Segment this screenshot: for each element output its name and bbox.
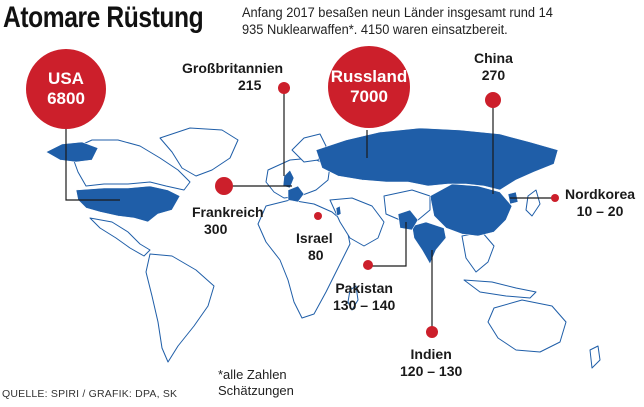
russia-shape xyxy=(315,127,559,191)
indonesia-shape xyxy=(463,279,537,299)
pakistan-value: 130 – 140 xyxy=(333,297,396,313)
frankreich-name: Frankreich xyxy=(192,204,264,220)
usa-shape xyxy=(75,185,181,223)
pakistan-leader-line xyxy=(368,222,407,267)
israel-label: Israel 80 xyxy=(296,230,333,264)
pakistan-name: Pakistan xyxy=(335,280,393,296)
indien-name: Indien xyxy=(410,346,452,362)
pakistan-dot xyxy=(363,260,373,270)
india-shape xyxy=(411,221,447,265)
china-shape xyxy=(429,183,513,237)
russland-value: 7000 xyxy=(350,87,388,106)
china-name: China xyxy=(474,50,513,66)
nordkorea-dot xyxy=(551,194,559,202)
israel-name: Israel xyxy=(296,230,333,246)
france-shape xyxy=(287,185,305,203)
grossbritannien-name: Großbritannien xyxy=(182,60,284,76)
greenland-shape xyxy=(159,127,239,177)
frankreich-label: Frankreich 300 xyxy=(192,204,264,238)
alaska-shape xyxy=(45,141,99,163)
footnote: *alle Zahlen Schätzungen xyxy=(218,367,308,399)
south-america-shape xyxy=(145,253,215,363)
central-america-shape xyxy=(89,217,151,257)
footnote-text: *alle Zahlen Schätzungen xyxy=(218,367,294,398)
middle-east-shape xyxy=(329,197,385,247)
france-dot xyxy=(215,177,233,195)
nordkorea-name: Nordkorea xyxy=(565,186,636,202)
subtitle: Anfang 2017 besaßen neun Länder insgesam… xyxy=(242,5,553,37)
indien-value: 120 – 130 xyxy=(400,363,463,379)
russland-name: Russland xyxy=(330,67,408,86)
usa-name: USA xyxy=(48,69,84,88)
page-title: Atomare Rüstung xyxy=(3,1,204,34)
pakistan-shape xyxy=(397,209,419,231)
asia-shape xyxy=(383,189,431,221)
russland-bubble: Russland 7000 xyxy=(328,46,410,128)
nordkorea-label: Nordkorea 10 – 20 xyxy=(565,186,635,220)
usa-bubble: USA 6800 xyxy=(26,49,106,129)
southeast-asia-shape xyxy=(461,231,495,273)
israel-shape xyxy=(335,205,342,217)
china-dot xyxy=(485,92,501,108)
china-value: 270 xyxy=(481,67,506,83)
africa-shape xyxy=(257,199,351,319)
uk-dot xyxy=(278,82,290,94)
source-credit: QUELLE: SPIRI / GRAFIK: DPA, SK xyxy=(2,388,178,400)
indien-label: Indien 120 – 130 xyxy=(400,346,462,380)
indien-dot xyxy=(426,326,438,338)
china-label: China 270 xyxy=(474,50,513,84)
israel-dot xyxy=(314,212,322,220)
usa-value: 6800 xyxy=(47,89,85,108)
australia-shape xyxy=(487,299,567,353)
japan-shape xyxy=(525,189,541,217)
israel-value: 80 xyxy=(308,247,324,263)
nordkorea-value: 10 – 20 xyxy=(576,203,624,219)
canada-shape xyxy=(69,139,191,191)
grossbritannien-label: Großbritannien 215 xyxy=(182,60,283,94)
usa-leader-line xyxy=(65,118,120,201)
pakistan-label: Pakistan 130 – 140 xyxy=(333,280,395,314)
madagascar-shape xyxy=(347,285,359,311)
grossbritannien-value: 215 xyxy=(238,77,262,93)
uk-shape xyxy=(282,169,295,189)
frankreich-value: 300 xyxy=(204,221,228,237)
new-zealand-shape xyxy=(589,345,601,369)
